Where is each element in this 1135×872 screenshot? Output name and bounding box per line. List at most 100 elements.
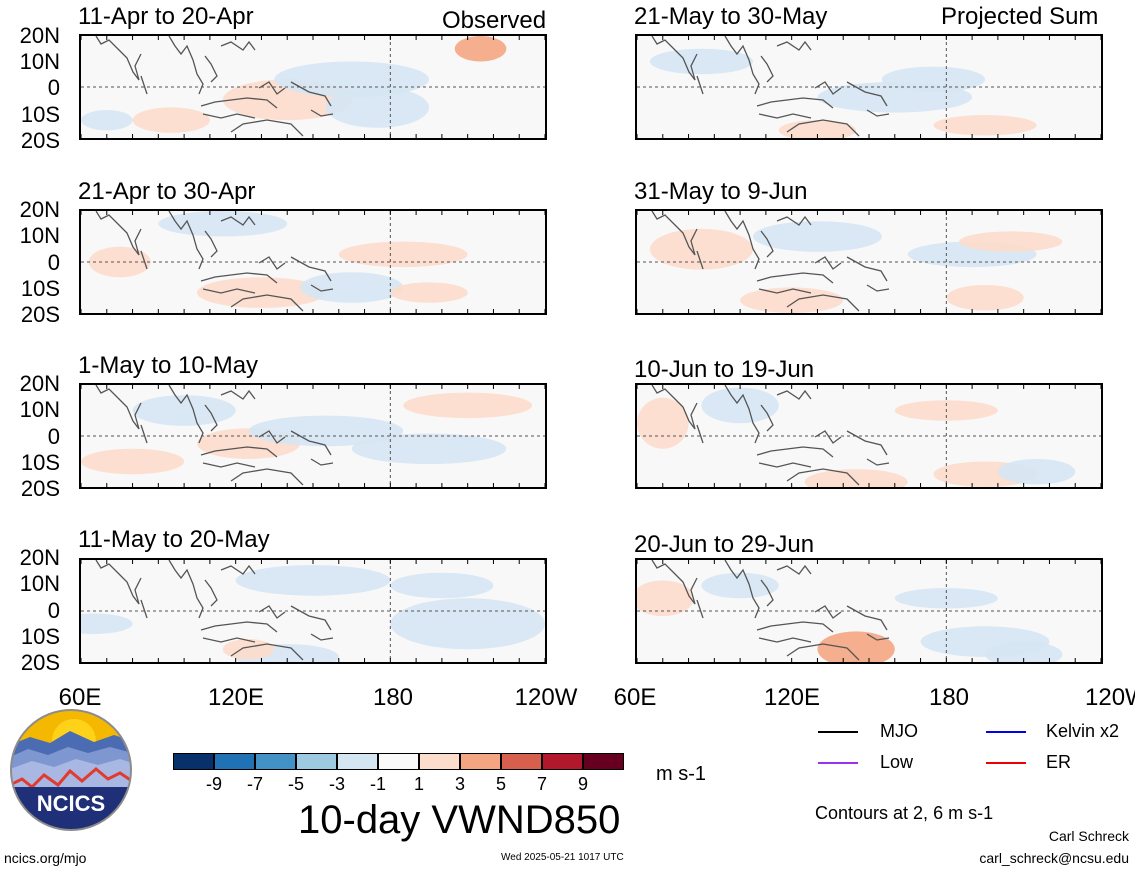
coastline (258, 256, 286, 270)
coastline (202, 113, 256, 119)
colorbar-swatch (255, 753, 296, 770)
coastline (200, 621, 278, 633)
coastline (866, 458, 890, 466)
panel-title: 21-Apr to 30-Apr (78, 178, 256, 205)
lon-label: 120E (207, 684, 265, 711)
anomaly-shading (649, 48, 753, 75)
anomaly-shading (390, 572, 494, 599)
coastline (846, 605, 888, 631)
contours-note: Contours at 2, 6 m s-1 (815, 803, 994, 823)
colorbar-swatch (501, 753, 542, 770)
lat-label: 20N (19, 197, 60, 222)
lat-label: 0 (47, 250, 60, 275)
logo-text: NCICS (37, 791, 105, 816)
anomaly-shading (933, 115, 1037, 136)
coastline (651, 211, 698, 256)
colorbar-tick-label: 7 (536, 774, 548, 794)
coastline (168, 36, 204, 95)
coastline (310, 109, 334, 117)
footer-url[interactable]: ncics.org/mjo (4, 850, 87, 866)
coastline (258, 605, 286, 619)
kelvin-line-icon (986, 731, 1026, 733)
anomaly-shading (881, 66, 985, 93)
coastline (756, 621, 834, 633)
legend-label-kelvin: Kelvin x2 (1046, 721, 1120, 741)
anomaly-shading (637, 580, 694, 617)
map-canvas (637, 560, 1101, 662)
lat-label: 10N (19, 571, 60, 596)
coastline (168, 211, 204, 270)
coastline (140, 424, 148, 444)
lon-label-clip: 120W (1085, 686, 1135, 714)
coastline (724, 211, 760, 270)
coastline (758, 637, 812, 643)
coastline (760, 579, 774, 607)
anomaly-shading (701, 572, 779, 599)
coastline (651, 36, 698, 81)
coastline (230, 119, 304, 137)
anomaly-shading (985, 641, 1063, 662)
map-panel (635, 34, 1103, 140)
lon-label: 120W (514, 684, 578, 711)
coastline (758, 288, 812, 294)
map-panel (79, 558, 547, 664)
lat-label: 20S (20, 650, 60, 675)
coastline (204, 55, 218, 83)
anomaly-shading (390, 282, 468, 303)
coastline (814, 256, 842, 270)
coastline (786, 643, 860, 661)
coastline (204, 230, 218, 258)
coastline (220, 215, 256, 226)
panel-title: 21-May to 30-May (634, 3, 828, 30)
colorbar-swatch (542, 753, 583, 770)
colorbar-swatch (583, 753, 624, 770)
map-panel (79, 383, 547, 489)
coastline (140, 250, 148, 270)
map-canvas (637, 211, 1101, 313)
coastline (95, 560, 142, 605)
lat-label: 20N (19, 545, 60, 570)
anomaly-shading (132, 395, 236, 426)
coastline (758, 113, 812, 119)
coastline (204, 579, 218, 607)
lat-label: 10S (20, 624, 60, 649)
lon-label: 60E (613, 684, 657, 711)
coastline (776, 40, 812, 51)
legend-label-low: Low (880, 752, 914, 772)
legend-label-mjo: MJO (880, 721, 918, 741)
coastline (776, 215, 812, 226)
anomaly-shading (390, 598, 545, 650)
colorbar-tick-label: -3 (328, 774, 346, 794)
coastline (760, 230, 774, 258)
anomaly-shading (248, 415, 404, 447)
map-canvas (637, 385, 1101, 487)
coastline (814, 430, 842, 444)
panel-title: 11-Apr to 20-Apr (78, 3, 254, 30)
map-canvas (81, 385, 545, 487)
anomaly-shading (235, 565, 391, 596)
lon-label: 180 (372, 684, 414, 711)
lat-label: 10N (19, 223, 60, 248)
anomaly-shading (222, 639, 275, 660)
coastline (202, 637, 256, 643)
anomaly-shading (300, 272, 404, 303)
coastline (724, 36, 760, 95)
anomaly-shading (338, 241, 468, 268)
panel-title: 11-May to 20-May (78, 526, 270, 553)
lat-label: 20N (19, 371, 60, 396)
anomaly-shading (197, 277, 326, 308)
coastline (696, 75, 704, 95)
coastline (140, 599, 148, 619)
footer-author: Carl Schreck (1048, 828, 1129, 844)
lat-label: 20S (20, 128, 60, 153)
coastline (866, 633, 890, 641)
footer-email[interactable]: carl_schreck@ncsu.edu (979, 850, 1129, 866)
coastline (95, 36, 142, 81)
coastline (696, 424, 704, 444)
coastline (724, 385, 760, 444)
coastline (651, 385, 698, 430)
coastline (846, 256, 888, 282)
panel-title: 10-Jun to 19-Jun (634, 356, 815, 383)
coastline (814, 605, 842, 619)
anomaly-shading (132, 107, 210, 133)
